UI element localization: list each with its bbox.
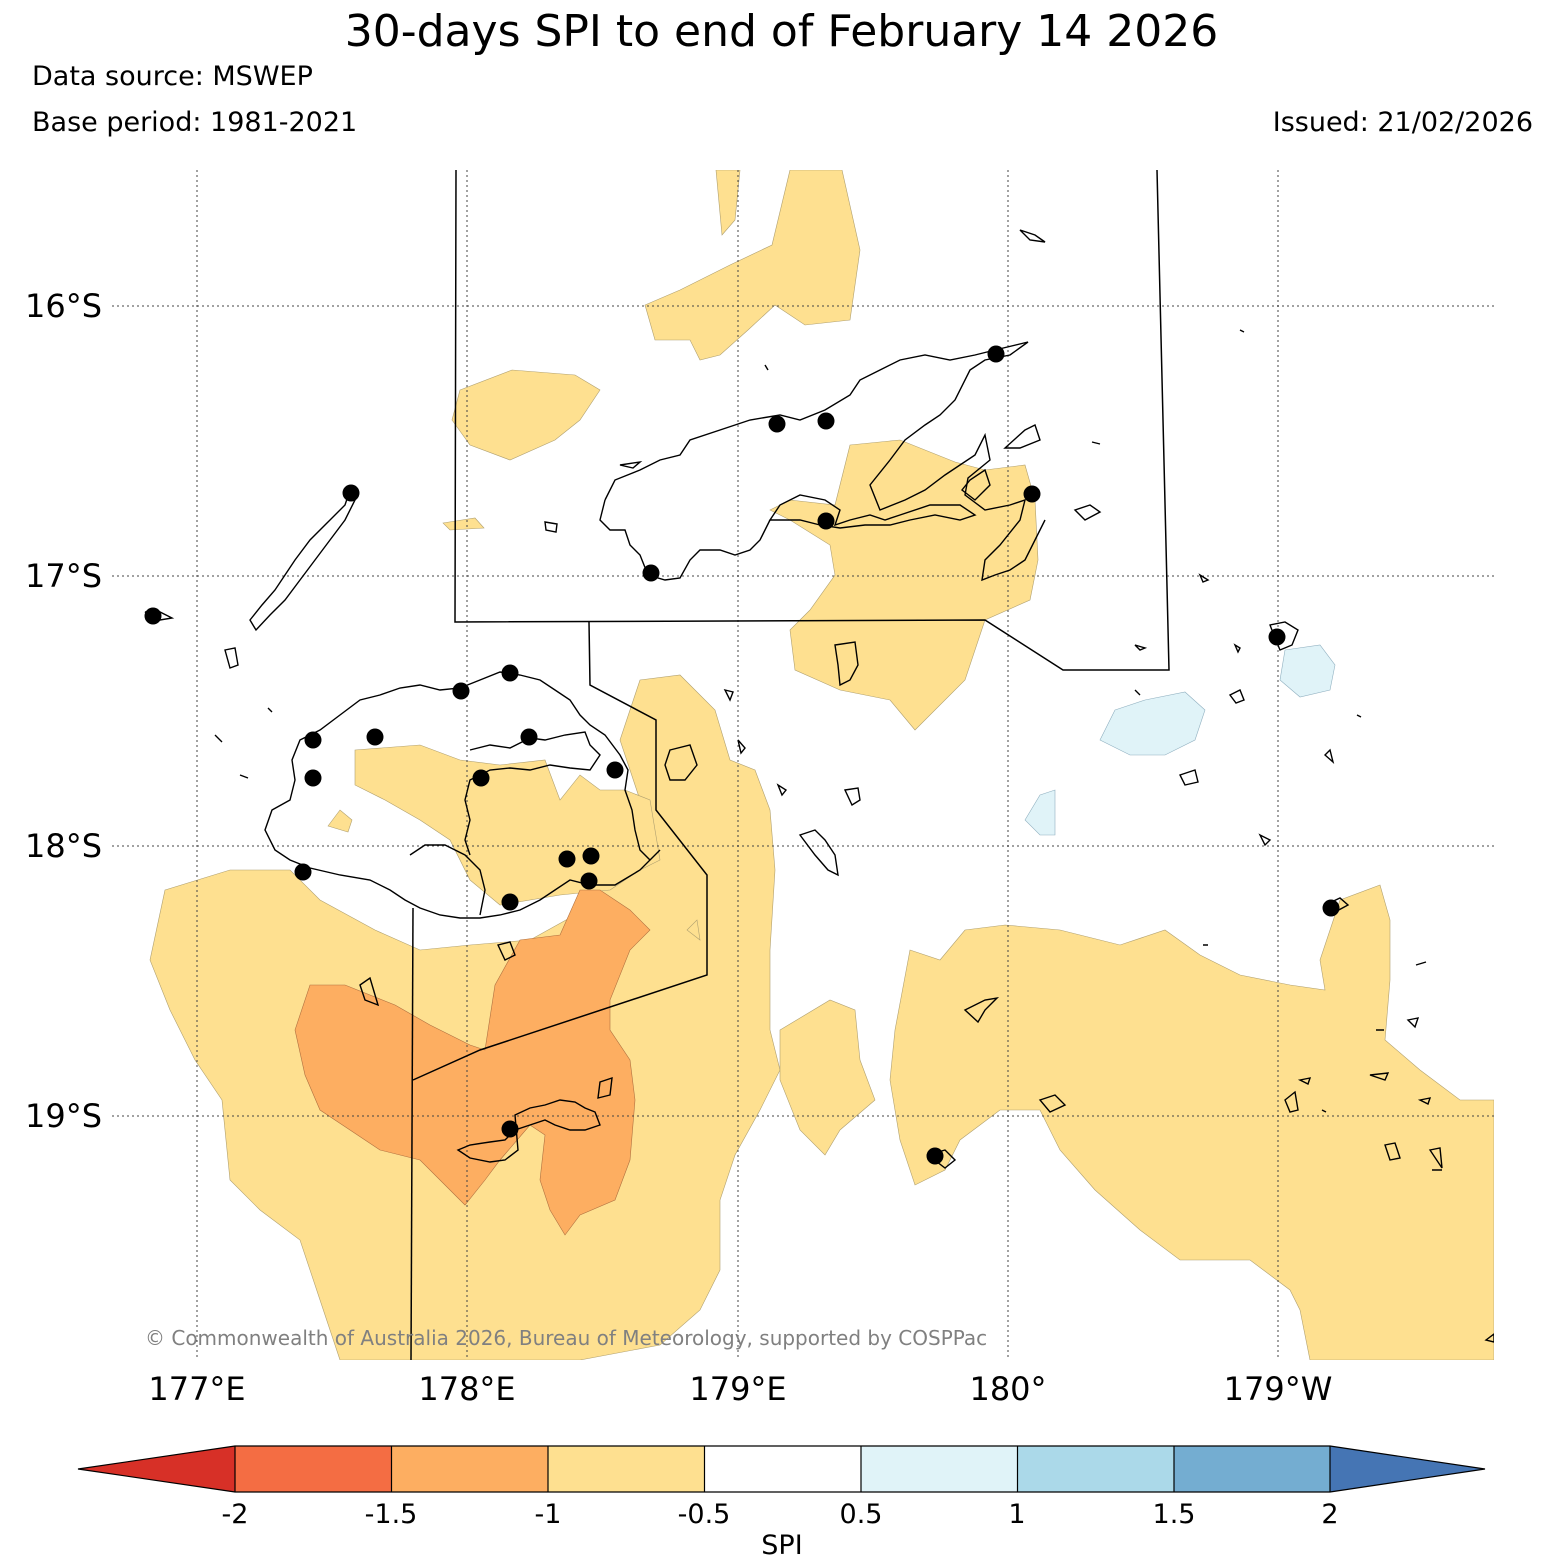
colorbar-swatch <box>391 1446 548 1492</box>
colorbar-tick-label: -1 <box>535 1499 562 1530</box>
spi-fill-severely-dry <box>294 889 651 1236</box>
colorbar-tick-label: 2 <box>1321 1499 1338 1530</box>
colorbar-tick-label: -2 <box>222 1499 249 1530</box>
colorbar-swatch <box>1174 1446 1330 1492</box>
colorbar-tick-label: -0.5 <box>678 1499 731 1530</box>
colorbar-swatch <box>1017 1446 1174 1492</box>
lon-tick-label: 180° <box>969 1370 1046 1408</box>
colorbar-swatch <box>235 1446 392 1492</box>
colorbar-extend-low <box>78 1446 235 1492</box>
colorbar-swatches <box>78 1446 1485 1492</box>
colorbar-swatch <box>861 1446 1018 1492</box>
lat-tick-label: 18°S <box>25 827 102 865</box>
colorbar-swatch <box>548 1446 705 1492</box>
copyright-notice: © Commonwealth of Australia 2026, Bureau… <box>145 1326 987 1350</box>
lon-tick-label: 179°W <box>1224 1370 1333 1408</box>
lon-tick-label: 178°E <box>418 1370 515 1408</box>
map-title: 30-days SPI to end of February 14 2026 <box>344 6 1219 57</box>
colorbar-tick-label: 1 <box>1008 1499 1025 1530</box>
colorbar-tick-label: 1.5 <box>1153 1499 1196 1530</box>
spi-fill-moderately-wet <box>1024 644 1336 836</box>
station-markers <box>144 345 1340 1165</box>
coastlines <box>144 229 1494 1343</box>
colorbar-tick-label: -1.5 <box>365 1499 418 1530</box>
division-boundaries <box>410 170 1170 1360</box>
lon-tick-label: 177°E <box>148 1370 245 1408</box>
colorbar-tick-label: 0.5 <box>840 1499 883 1530</box>
lat-tick-label: 19°S <box>25 1097 102 1135</box>
spi-map: 177°E 178°E 179°E 180° 179°W 16°S 17°S 1… <box>25 170 1494 1408</box>
lat-tick-label: 17°S <box>25 557 102 595</box>
lat-tick-label: 16°S <box>25 287 102 325</box>
graticule <box>112 170 1494 1360</box>
data-source-label: Data source: MSWEP <box>32 61 313 92</box>
spi-fill-moderately-dry <box>149 170 1494 1360</box>
base-period-label: Base period: 1981-2021 <box>32 107 358 138</box>
lon-tick-label: 179°E <box>689 1370 786 1408</box>
colorbar-title: SPI <box>761 1530 802 1561</box>
colorbar-swatch <box>704 1446 861 1492</box>
issued-date-label: Issued: 21/02/2026 <box>1272 107 1533 138</box>
colorbar-extend-high <box>1330 1446 1485 1492</box>
